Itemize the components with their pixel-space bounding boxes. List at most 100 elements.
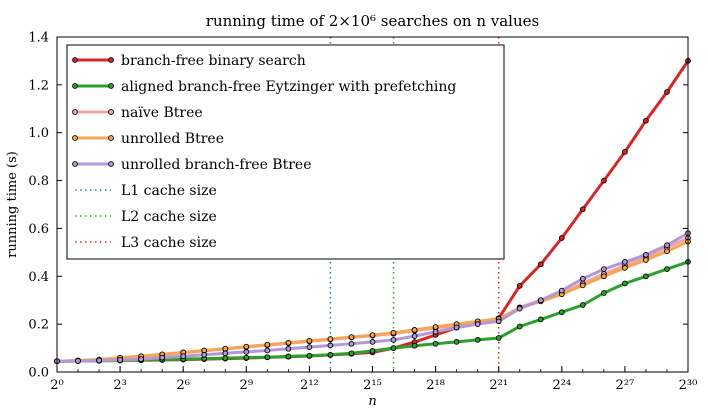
series-5-point bbox=[516, 305, 523, 312]
x-tick-label: 2²⁴ bbox=[552, 378, 571, 393]
series-5-point bbox=[601, 266, 607, 272]
series-2-point bbox=[285, 353, 292, 360]
series-5-point bbox=[579, 275, 586, 282]
legend-label: unrolled branch-free Btree bbox=[121, 157, 311, 173]
x-tick-label: 2¹⁵ bbox=[363, 378, 382, 393]
series-2-point bbox=[537, 316, 544, 323]
y-axis-title: running time (s) bbox=[5, 151, 20, 258]
series-2-point bbox=[579, 302, 586, 308]
series-2-point bbox=[643, 273, 649, 280]
series-2-point bbox=[390, 345, 397, 351]
x-tick-label: 2⁹ bbox=[240, 378, 253, 393]
series-5-point bbox=[643, 251, 649, 258]
series-2-point bbox=[474, 337, 481, 343]
series-5-point bbox=[306, 344, 313, 350]
series-2-point bbox=[432, 340, 439, 347]
series-2-point bbox=[664, 266, 670, 272]
series-5-point bbox=[390, 337, 397, 343]
series-5-point bbox=[622, 259, 628, 265]
series-5-point bbox=[96, 357, 102, 364]
legend-marker bbox=[72, 135, 78, 141]
x-axis-title: n bbox=[368, 394, 376, 409]
series-4-point bbox=[390, 329, 397, 336]
x-tick-label: 2³⁰ bbox=[679, 378, 698, 393]
series-5-point bbox=[411, 333, 418, 339]
series-line-2 bbox=[56, 260, 689, 363]
legend-marker bbox=[72, 83, 78, 89]
series-5-point bbox=[537, 297, 544, 304]
series-5-point bbox=[264, 347, 271, 354]
legend-label: unrolled Btree bbox=[121, 131, 224, 147]
series-4-point bbox=[327, 336, 334, 342]
legend-label: L2 cache size bbox=[121, 209, 217, 225]
x-tick-label: 2²⁷ bbox=[616, 378, 635, 393]
series-4-point bbox=[306, 338, 313, 344]
y-tick-label: 0.6 bbox=[28, 222, 49, 237]
series-5-point bbox=[138, 356, 144, 362]
series-4-point bbox=[243, 343, 250, 350]
y-tick-label: 1.4 bbox=[28, 31, 49, 46]
y-tick-label: 0.4 bbox=[28, 270, 49, 285]
y-tick-label: 1.2 bbox=[28, 78, 49, 93]
legend-marker bbox=[72, 161, 78, 167]
series-5-point bbox=[348, 340, 355, 347]
series-5-point bbox=[664, 242, 670, 249]
legend-label: aligned branch-free Eytzinger with prefe… bbox=[121, 79, 456, 95]
series-2-point bbox=[411, 342, 418, 349]
x-tick-label: 2²¹ bbox=[489, 378, 508, 393]
legend-marker bbox=[108, 135, 114, 141]
legend-marker bbox=[108, 109, 114, 115]
legend-label: L3 cache size bbox=[121, 235, 217, 251]
series-5-point bbox=[201, 351, 208, 358]
x-tick-label: 2³ bbox=[113, 378, 126, 393]
legend-marker bbox=[72, 57, 78, 63]
series-2-point bbox=[558, 309, 565, 316]
series-5-point bbox=[222, 350, 229, 357]
series-2-point bbox=[516, 323, 523, 330]
series-5-point bbox=[369, 339, 376, 345]
x-tick-label: 2¹⁸ bbox=[426, 378, 445, 393]
legend-marker bbox=[108, 83, 114, 89]
series-4-point bbox=[222, 345, 229, 352]
x-tick-label: 2⁰ bbox=[50, 378, 63, 393]
series-5-point bbox=[159, 354, 166, 361]
series-4-point bbox=[348, 334, 355, 340]
series-2-point bbox=[453, 339, 460, 345]
y-tick-label: 0.0 bbox=[28, 366, 49, 381]
series-5-point bbox=[453, 324, 460, 331]
series-2-point bbox=[601, 290, 607, 296]
series-1-point bbox=[558, 235, 565, 241]
chart-title: running time of 2×10⁶ searches on n valu… bbox=[206, 12, 539, 30]
series-4-point bbox=[579, 282, 586, 289]
series-5-point bbox=[180, 353, 187, 360]
plot-area: 0.0 0.2 0.4 0.6 0.8 1.0 1.2 1.4 2⁰ 2³ 2⁶ 2⁹ 2¹² 2¹⁵ 2¹… bbox=[28, 31, 697, 394]
series-2-point bbox=[222, 355, 229, 361]
series-1-point bbox=[622, 149, 628, 155]
x-tick-label: 2¹² bbox=[300, 378, 319, 393]
series-5-point bbox=[432, 328, 439, 335]
legend-label: naïve Btree bbox=[121, 105, 203, 121]
series-4-point bbox=[285, 339, 292, 346]
y-tick-label: 0.8 bbox=[28, 174, 49, 189]
series-5-point bbox=[558, 287, 565, 294]
series-4-point bbox=[601, 273, 607, 280]
series-1-point bbox=[664, 89, 670, 95]
series-5-point bbox=[117, 357, 123, 363]
series-2-point bbox=[264, 354, 271, 361]
series-2-point bbox=[243, 354, 250, 361]
legend-marker bbox=[108, 161, 114, 167]
series-1-point bbox=[643, 117, 649, 124]
series-1-point bbox=[601, 177, 607, 184]
series-4-point bbox=[369, 332, 376, 338]
series-5-point bbox=[75, 358, 81, 364]
series-2-point bbox=[348, 350, 355, 357]
series-1-point bbox=[579, 206, 586, 213]
series-4-point bbox=[622, 265, 628, 271]
series-2-point bbox=[306, 352, 313, 359]
y-tick-label: 0.2 bbox=[28, 318, 49, 333]
series-5-point bbox=[495, 318, 502, 325]
x-tick-label: 2⁶ bbox=[176, 378, 189, 393]
series-4-point bbox=[411, 327, 418, 333]
series-2-point bbox=[327, 351, 334, 358]
